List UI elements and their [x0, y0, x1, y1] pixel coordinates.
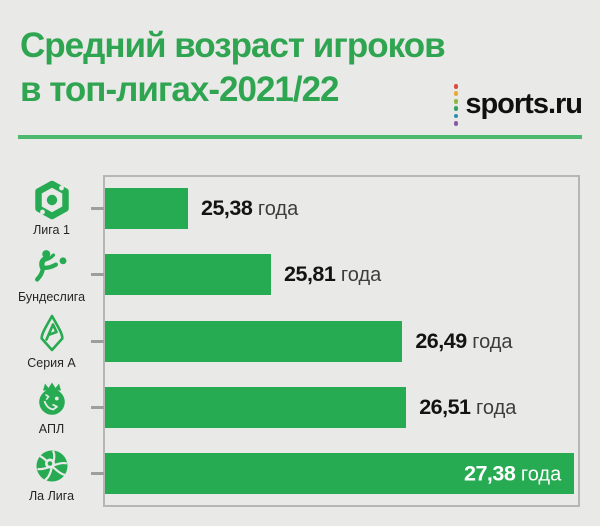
league-label: Серия А	[27, 356, 76, 371]
league-label: АПЛ	[38, 422, 65, 437]
value-number: 25,38	[201, 195, 253, 220]
seriea-logo-icon	[39, 314, 64, 352]
axis-tick	[91, 405, 104, 409]
bar-area: 26,51 года	[103, 374, 580, 440]
bar	[105, 386, 407, 428]
axis-tick	[91, 206, 104, 210]
chart-row: АПЛ 26,51 года	[0, 374, 580, 440]
league-label: Бундеслига	[17, 289, 86, 304]
chart-rows: Лига 1 25,38 года Бундеслига 25,81 года …	[0, 175, 580, 507]
brand-dot	[453, 120, 459, 126]
value-unit: года	[335, 264, 382, 287]
value-unit: года	[466, 330, 513, 353]
axis-tick	[91, 339, 104, 343]
value-unit: года	[515, 463, 562, 486]
league-cell: Лига 1	[0, 175, 104, 241]
sports-ru-logo: sports.ru	[453, 84, 583, 126]
league-cell: Ла Лига	[0, 441, 104, 507]
league-logo	[30, 445, 74, 487]
axis-tick	[91, 273, 104, 277]
league-logo	[30, 246, 74, 288]
value-unit: года	[252, 197, 299, 220]
brand-dot	[453, 113, 459, 119]
laliga-logo-icon	[36, 450, 67, 482]
value-number: 26,51	[419, 394, 471, 419]
brand-dot	[453, 106, 459, 111]
brand-dot	[453, 98, 459, 104]
plot-frame	[103, 175, 580, 507]
axis-tick	[91, 472, 104, 476]
sports-ru-dots-icon	[453, 84, 459, 126]
bundesliga-logo-icon	[34, 249, 66, 282]
chart-row: Ла Лига 27,38 года	[0, 441, 580, 507]
brand-dot	[453, 84, 459, 89]
bar-chart: Лига 1 25,38 года Бундеслига 25,81 года …	[0, 175, 580, 507]
chart-row: Бундеслига 25,81 года	[0, 241, 580, 307]
league-label: Лига 1	[33, 223, 70, 238]
title-line-1: Средний возраст игроков	[20, 26, 446, 65]
bar	[105, 254, 272, 296]
value-label: 25,81 года	[284, 262, 381, 287]
league-cell: Бундеслига	[0, 241, 104, 307]
league-logo	[30, 378, 74, 420]
ligue1-logo-icon	[34, 180, 69, 220]
bar-area: 25,38 года	[103, 175, 580, 241]
header: Средний возраст игроков в топ-лигах-2021…	[0, 0, 600, 126]
value-label: 27,38 года	[464, 461, 561, 486]
header-divider	[18, 135, 582, 139]
chart-row: Серия А 26,49 года	[0, 308, 580, 374]
chart-row: Лига 1 25,38 года	[0, 175, 580, 241]
value-number: 25,81	[284, 262, 336, 287]
bar: 27,38 года	[105, 453, 575, 495]
bar	[105, 187, 189, 229]
value-label: 25,38 года	[201, 196, 298, 221]
value-label: 26,49 года	[415, 329, 512, 354]
bar-area: 25,81 года	[103, 241, 580, 307]
league-logo	[30, 312, 74, 354]
league-cell: АПЛ	[0, 374, 104, 440]
sports-ru-wordmark: sports.ru	[465, 88, 583, 121]
league-label: Ла Лига	[28, 488, 75, 503]
title-line-2: в топ-лигах-2021/22	[20, 70, 340, 109]
page-title: Средний возраст игроков в топ-лигах-2021…	[20, 24, 582, 112]
league-logo	[30, 179, 74, 221]
league-cell: Серия А	[0, 308, 104, 374]
value-number: 27,38	[464, 461, 516, 486]
value-label: 26,51 года	[419, 395, 516, 420]
bar	[105, 320, 403, 362]
value-unit: года	[470, 396, 517, 419]
brand-dot	[453, 91, 459, 97]
premier-league-logo-icon	[38, 382, 65, 416]
bar-area: 26,49 года	[103, 308, 580, 374]
value-number: 26,49	[415, 328, 467, 353]
bar-area: 27,38 года	[103, 441, 580, 507]
